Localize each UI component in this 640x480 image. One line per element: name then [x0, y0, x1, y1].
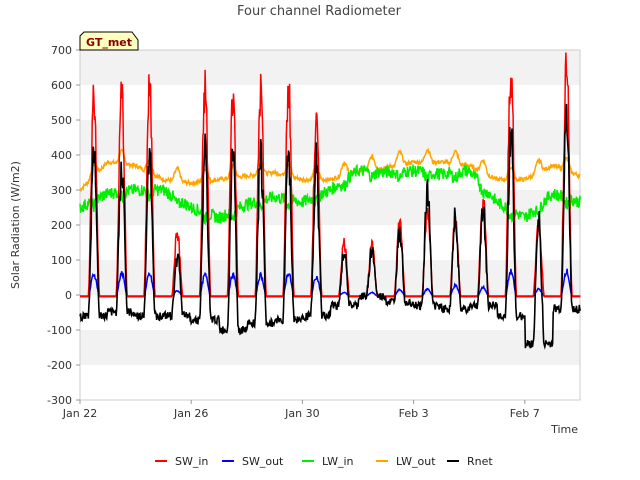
- y-tick-label: 0: [65, 289, 72, 302]
- grid-band: [80, 365, 580, 400]
- legend-label: LW_in: [322, 455, 354, 468]
- y-tick-label: -200: [47, 359, 72, 372]
- y-tick-label: 300: [51, 184, 72, 197]
- grid-band: [80, 330, 580, 365]
- gt-met-badge: GT_met: [79, 31, 139, 51]
- y-axis: -300 -200 -100 0 100 200 300 400 500 600 700: [47, 44, 80, 407]
- grid-band: [80, 155, 580, 190]
- grid-band: [80, 120, 580, 155]
- grid-bands: [80, 50, 580, 400]
- y-tick-label: 400: [51, 149, 72, 162]
- series-line-rnet: [79, 103, 582, 350]
- chart-title: Four channel Radiometer: [237, 4, 402, 19]
- badge-box: [79, 31, 139, 51]
- grid-band: [80, 50, 580, 85]
- legend-label: SW_in: [175, 455, 208, 468]
- y-tick-label: 200: [51, 219, 72, 232]
- y-tick-label: -300: [47, 394, 72, 407]
- x-tick-label: Jan 22: [62, 407, 97, 420]
- x-tick-label: Feb 7: [510, 407, 540, 420]
- y-tick-label: 100: [51, 254, 72, 267]
- x-tick-label: Feb 3: [399, 407, 429, 420]
- x-tick-label: Jan 30: [284, 407, 319, 420]
- y-tick-label: 700: [51, 44, 72, 57]
- grid-band: [80, 85, 580, 120]
- y-tick-label: 600: [51, 79, 72, 92]
- badge-label: GT_met: [86, 36, 132, 49]
- legend-label: Rnet: [467, 455, 493, 468]
- legend-label: SW_out: [242, 455, 284, 468]
- y-tick-label: 500: [51, 114, 72, 127]
- legend-label: LW_out: [396, 455, 436, 468]
- grid-band: [80, 260, 580, 295]
- series-line-lw-in: [79, 163, 582, 226]
- series-line-sw-in: [80, 52, 581, 298]
- x-tick-label: Jan 26: [173, 407, 208, 420]
- x-axis-label: Time: [550, 423, 578, 436]
- x-axis: Jan 22 Jan 26 Jan 30 Feb 3 Feb 7: [62, 400, 540, 420]
- y-axis-label: Solar Radiation (W/m2): [9, 161, 22, 289]
- legend: SW_in SW_out LW_in LW_out Rnet: [155, 455, 493, 468]
- plot-lines: [79, 52, 582, 350]
- grid-band: [80, 225, 580, 260]
- series-line-lw-out: [79, 147, 581, 193]
- grid-band: [80, 190, 580, 225]
- y-tick-label: -100: [47, 324, 72, 337]
